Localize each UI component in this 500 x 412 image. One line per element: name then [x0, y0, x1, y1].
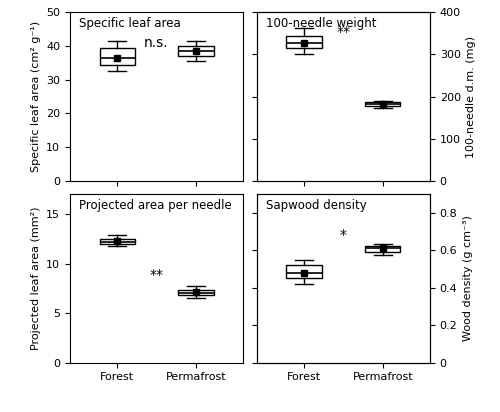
Y-axis label: 100-needle d.m. (mg): 100-needle d.m. (mg) [466, 35, 476, 157]
Text: **: ** [150, 269, 164, 283]
Text: 100-needle weight: 100-needle weight [266, 17, 376, 30]
Text: Sapwood density: Sapwood density [266, 199, 366, 212]
PathPatch shape [365, 103, 400, 106]
Text: n.s.: n.s. [144, 36, 169, 50]
Text: Specific leaf area: Specific leaf area [78, 17, 180, 30]
PathPatch shape [100, 48, 135, 65]
PathPatch shape [286, 265, 322, 279]
Y-axis label: Specific leaf area (cm² g⁻¹): Specific leaf area (cm² g⁻¹) [30, 21, 40, 172]
PathPatch shape [178, 46, 214, 56]
Text: *: * [340, 228, 347, 242]
PathPatch shape [365, 246, 400, 252]
PathPatch shape [286, 35, 322, 48]
Text: **: ** [336, 25, 350, 39]
Y-axis label: Wood density (g cm⁻³): Wood density (g cm⁻³) [463, 215, 473, 341]
PathPatch shape [178, 290, 214, 295]
Y-axis label: Projected leaf area (mm²): Projected leaf area (mm²) [30, 207, 40, 350]
Text: Projected area per needle: Projected area per needle [78, 199, 232, 212]
PathPatch shape [100, 239, 135, 244]
